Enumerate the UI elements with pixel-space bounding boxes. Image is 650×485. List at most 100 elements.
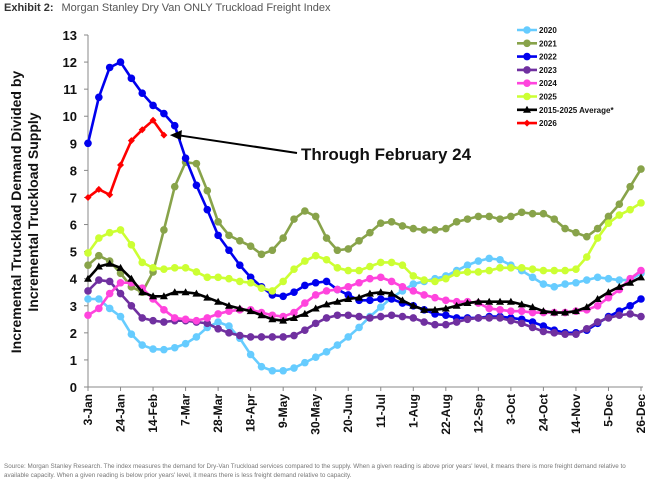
- data-point: [604, 314, 613, 322]
- y-tick-label: 3: [70, 299, 77, 314]
- data-point: [105, 63, 114, 72]
- data-point: [550, 215, 559, 223]
- data-point: [485, 254, 493, 263]
- series-line: [87, 262, 642, 322]
- data-point: [366, 274, 374, 283]
- data-point: [127, 137, 135, 145]
- series-line: [87, 160, 643, 294]
- data-point: [105, 228, 114, 237]
- data-point: [463, 215, 472, 223]
- data-point: [615, 282, 624, 290]
- data-point: [387, 311, 396, 320]
- data-point: [409, 287, 418, 295]
- data-point: [637, 266, 645, 275]
- x-tick-label: 14-Nov: [569, 394, 583, 434]
- data-point: [203, 273, 212, 282]
- data-point: [95, 185, 103, 193]
- data-point: [523, 52, 531, 61]
- data-point: [257, 284, 266, 292]
- y-tick-label: 0: [70, 380, 77, 395]
- data-point: [149, 345, 157, 353]
- x-tick-label: 26-Dec: [634, 394, 648, 434]
- data-point: [127, 301, 136, 310]
- series-line: [88, 257, 642, 373]
- x-tick-label: 14-Feb: [146, 394, 160, 433]
- data-point: [561, 224, 569, 233]
- data-point: [116, 58, 125, 66]
- data-point: [181, 264, 190, 272]
- data-point: [333, 285, 342, 294]
- data-point: [431, 320, 439, 329]
- data-point: [160, 318, 168, 326]
- data-point: [236, 261, 244, 269]
- data-point: [517, 300, 526, 308]
- y-tick-label: 7: [70, 190, 77, 205]
- data-point: [398, 261, 407, 269]
- data-point: [409, 301, 418, 309]
- data-point: [485, 212, 493, 221]
- data-point: [311, 304, 320, 312]
- data-point: [333, 297, 342, 305]
- x-tick-label: 3-Oct: [504, 394, 518, 425]
- data-point: [300, 309, 309, 317]
- data-point: [214, 231, 222, 240]
- series-2025: [84, 199, 645, 295]
- data-point: [170, 343, 179, 352]
- data-point: [116, 312, 125, 321]
- data-point: [84, 287, 92, 295]
- data-point: [257, 311, 266, 319]
- data-point: [355, 323, 363, 332]
- data-point: [463, 315, 472, 324]
- data-point: [105, 277, 114, 286]
- data-point: [181, 288, 190, 296]
- data-point: [615, 200, 624, 209]
- data-point: [506, 297, 515, 305]
- data-point: [637, 312, 645, 321]
- data-point: [539, 307, 548, 315]
- data-point: [170, 121, 179, 130]
- data-point: [430, 305, 439, 313]
- data-point: [474, 268, 483, 276]
- data-point: [322, 300, 331, 308]
- data-point: [604, 274, 613, 283]
- data-point: [561, 330, 569, 339]
- annotation-text: Through February 24: [301, 145, 472, 164]
- data-point: [539, 209, 548, 218]
- data-point: [268, 366, 277, 375]
- data-point: [528, 265, 537, 274]
- data-point: [431, 277, 439, 286]
- data-point: [225, 274, 233, 283]
- x-tick-label: 9-May: [276, 394, 290, 428]
- y-tick-label: 2: [70, 326, 77, 341]
- data-point: [279, 316, 288, 324]
- data-point: [604, 293, 613, 302]
- series-2023: [84, 276, 645, 341]
- legend-item: 2021: [517, 39, 557, 48]
- data-point: [615, 211, 624, 219]
- data-point: [203, 186, 212, 195]
- data-point: [181, 315, 190, 324]
- data-point: [507, 212, 515, 221]
- data-point: [442, 224, 450, 233]
- y-tick-label: 10: [63, 109, 77, 124]
- data-point: [290, 215, 298, 223]
- data-point: [365, 289, 374, 297]
- data-point: [561, 280, 569, 288]
- data-point: [550, 329, 559, 337]
- data-point: [225, 322, 233, 330]
- data-point: [203, 319, 212, 328]
- data-point: [203, 205, 212, 214]
- data-point: [637, 165, 645, 173]
- data-point: [523, 66, 531, 74]
- data-point: [279, 312, 287, 321]
- data-point: [442, 274, 450, 283]
- data-point: [311, 319, 320, 328]
- data-point: [442, 320, 450, 329]
- legend-item: 2022: [517, 53, 557, 62]
- data-point: [214, 310, 222, 318]
- data-point: [452, 269, 461, 278]
- data-point: [409, 314, 418, 322]
- legend-label: 2021: [539, 39, 557, 48]
- legend-item: 2020: [517, 26, 557, 35]
- data-point: [127, 274, 136, 282]
